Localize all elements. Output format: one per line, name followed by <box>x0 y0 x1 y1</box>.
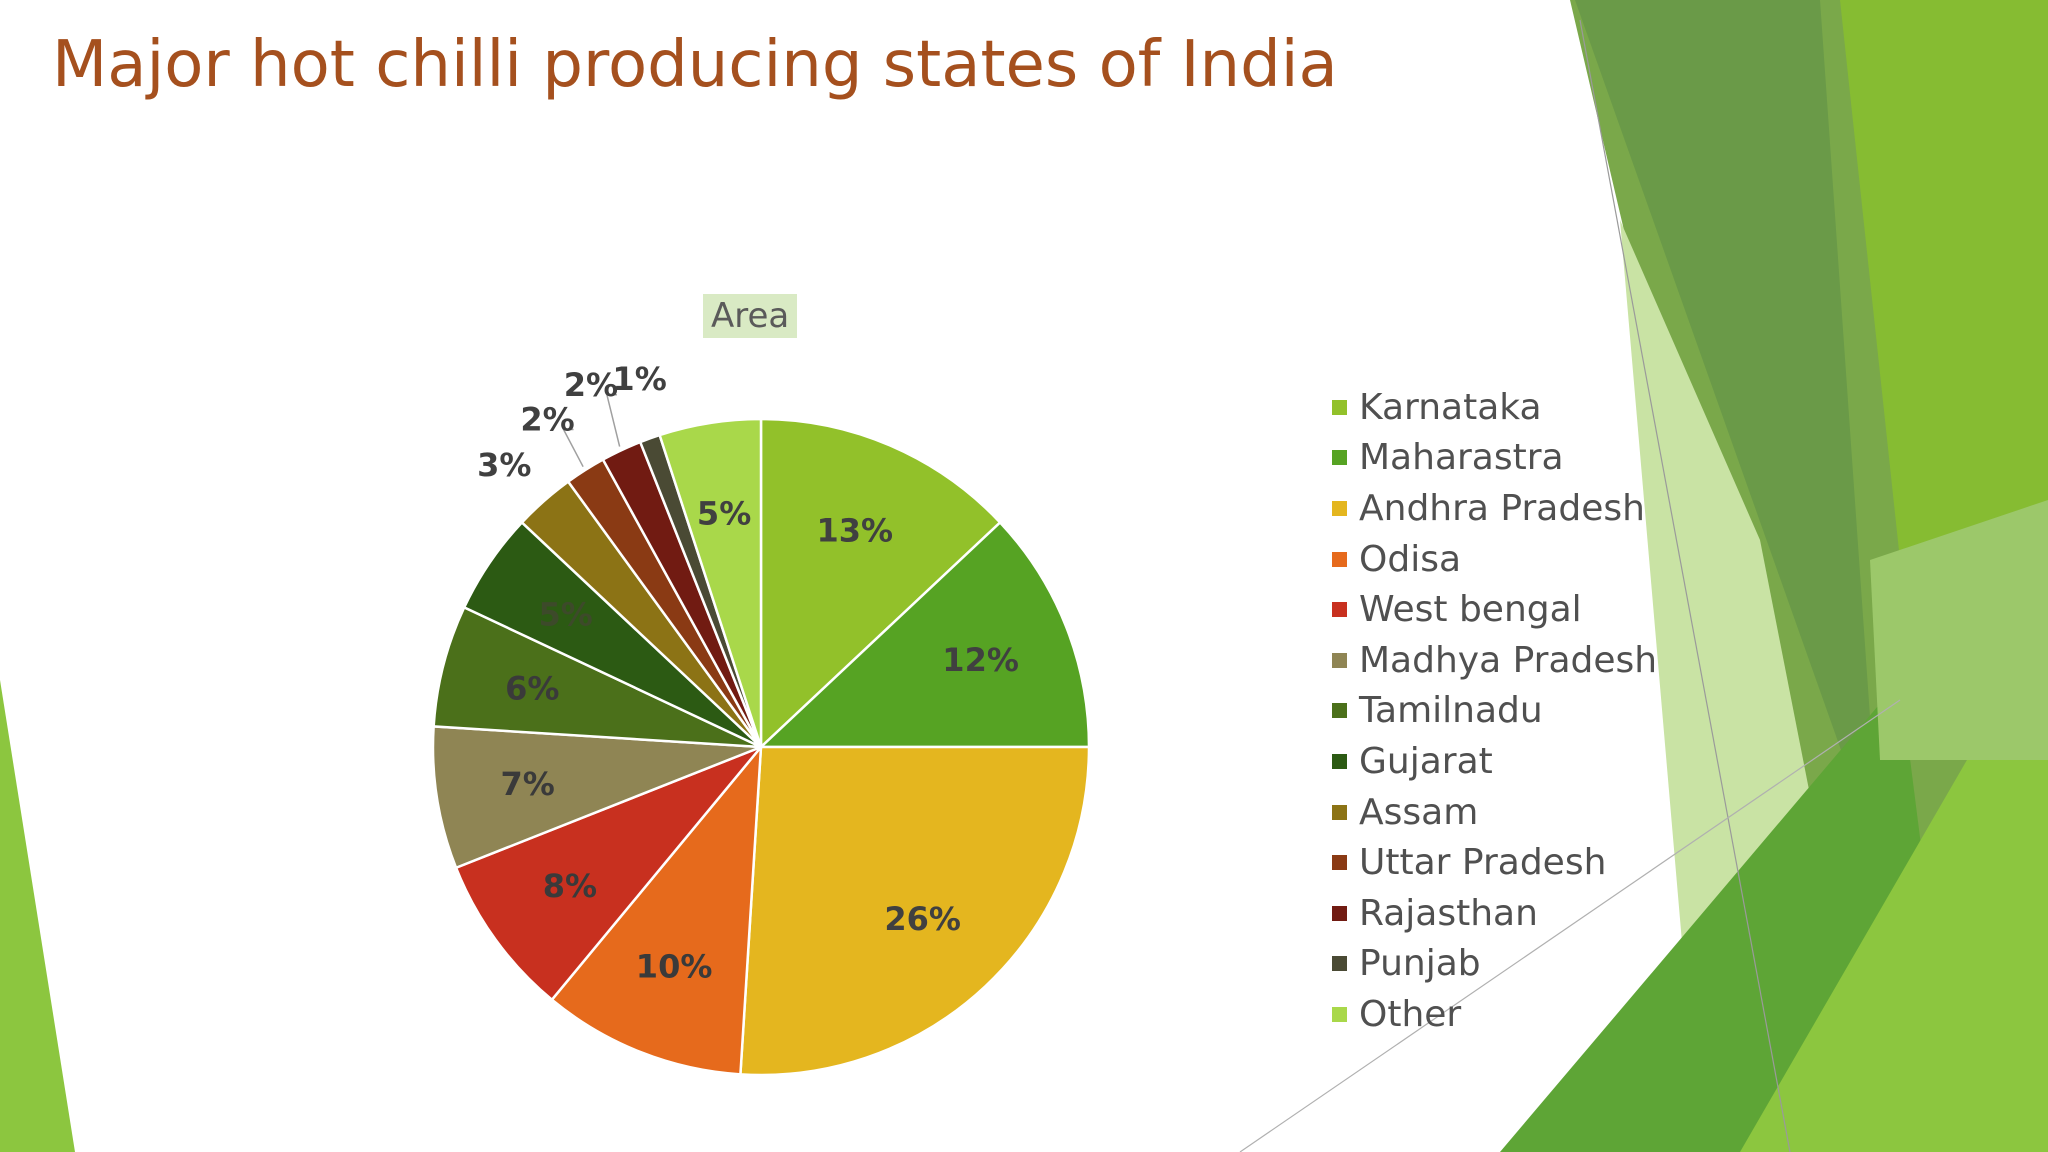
data-label-punjab: 1% <box>612 360 666 398</box>
legend-item-west-bengal: West bengal <box>1332 584 1657 635</box>
legend-item-karnataka: Karnataka <box>1332 382 1657 433</box>
deco-thin-line-2 <box>1239 699 1901 1152</box>
right-deco-shape-7 <box>1870 500 2048 760</box>
left-green-accent <box>0 680 75 1152</box>
pie-chart: 13%12%26%10%8%7%6%5%3%2%2%1%5% <box>431 360 1091 1077</box>
legend-item-rajasthan: Rajasthan <box>1332 888 1657 939</box>
legend-label: Odisa <box>1359 538 1462 580</box>
pie-slice-karnataka <box>759 417 1002 750</box>
data-label-tamilnadu: 6% <box>505 669 559 707</box>
data-label-odisa: 10% <box>636 948 713 986</box>
slide-title: Major hot chilli producing states of Ind… <box>52 28 1338 102</box>
legend-swatch <box>1332 399 1347 415</box>
legend-swatch <box>1332 753 1347 769</box>
legend-item-uttar-pradesh: Uttar Pradesh <box>1332 837 1657 888</box>
legend-swatch <box>1332 551 1347 567</box>
right-deco-shape-3 <box>1840 0 2048 620</box>
leader-line-uttar-pradesh <box>562 428 584 468</box>
legend-label: Rajasthan <box>1359 892 1538 934</box>
legend-swatch <box>1332 500 1347 516</box>
data-label-gujarat: 5% <box>539 595 593 633</box>
legend-item-odisa: Odisa <box>1332 534 1657 585</box>
legend-swatch <box>1332 855 1347 871</box>
legend-swatch <box>1332 956 1347 972</box>
legend-item-madhya-pradesh: Madhya Pradesh <box>1332 635 1657 686</box>
pie-slice-madhya-pradesh <box>431 725 762 870</box>
data-label-other: 5% <box>697 495 751 533</box>
legend-label: Gujarat <box>1359 740 1493 782</box>
pie-slice-west-bengal <box>454 745 762 1002</box>
legend-label: Andhra Pradesh <box>1359 487 1645 529</box>
legend-label: Uttar Pradesh <box>1359 842 1607 884</box>
leader-line-rajasthan <box>605 394 621 447</box>
data-label-madhya-pradesh: 7% <box>501 765 555 803</box>
chart-legend: Karnataka Maharastra Andhra Pradesh Odisa We… <box>1332 382 1657 1040</box>
pie-slice-tamilnadu <box>432 605 762 749</box>
legend-label: Other <box>1359 993 1462 1035</box>
legend-label: Assam <box>1359 791 1479 833</box>
legend-swatch <box>1332 450 1347 466</box>
pie-slice-other <box>658 417 763 748</box>
legend-swatch <box>1332 703 1347 719</box>
legend-swatch <box>1332 905 1347 921</box>
data-label-maharastra: 12% <box>942 641 1019 679</box>
data-label-karnataka: 13% <box>817 511 894 549</box>
legend-label: Madhya Pradesh <box>1359 639 1658 681</box>
legend-label: Tamilnadu <box>1359 690 1543 732</box>
right-deco-shape-2 <box>1575 0 1880 860</box>
pie-slice-andhra-pradesh <box>739 745 1091 1077</box>
chart-title: Area <box>703 294 798 338</box>
legend-swatch <box>1332 1006 1347 1022</box>
legend-label: Karnataka <box>1359 386 1542 428</box>
legend-item-maharastra: Maharastra <box>1332 433 1657 484</box>
legend-label: Maharastra <box>1359 437 1564 479</box>
legend-item-other: Other <box>1332 989 1657 1040</box>
pie-slice-maharastra <box>757 520 1091 749</box>
legend-swatch <box>1332 602 1347 618</box>
legend-item-punjab: Punjab <box>1332 939 1657 990</box>
legend-swatch <box>1332 804 1347 820</box>
legend-swatch <box>1332 652 1347 668</box>
data-label-andhra-pradesh: 26% <box>884 900 961 938</box>
data-label-rajasthan: 2% <box>564 366 618 404</box>
data-label-west-bengal: 8% <box>543 867 597 905</box>
legend-label: West bengal <box>1359 589 1582 631</box>
pie-slice-odisa <box>550 743 763 1076</box>
legend-item-assam: Assam <box>1332 787 1657 838</box>
deco-thin-line-1 <box>1579 19 1791 1152</box>
legend-label: Punjab <box>1359 943 1481 985</box>
legend-item-andhra-pradesh: Andhra Pradesh <box>1332 483 1657 534</box>
data-label-assam: 3% <box>477 446 531 484</box>
legend-item-tamilnadu: Tamilnadu <box>1332 686 1657 737</box>
data-label-uttar-pradesh: 2% <box>520 401 574 439</box>
legend-item-gujarat: Gujarat <box>1332 736 1657 787</box>
